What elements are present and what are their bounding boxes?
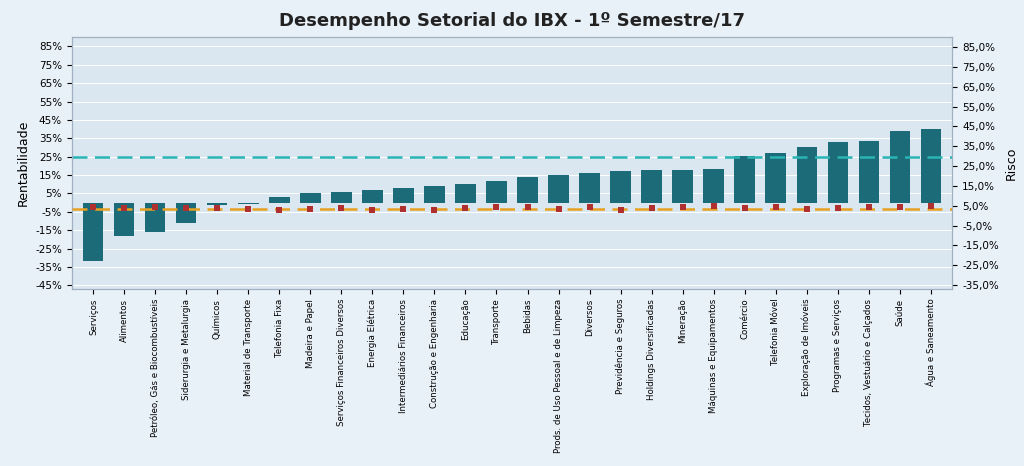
Bar	[580, 173, 600, 203]
Bar	[115, 203, 134, 236]
Bar	[269, 197, 290, 203]
Title: Desempenho Setorial do IBX - 1º Semestre/17: Desempenho Setorial do IBX - 1º Semestre…	[279, 12, 745, 30]
Bar	[424, 186, 444, 203]
Bar	[332, 192, 351, 203]
Bar	[673, 170, 692, 203]
Y-axis label: Risco: Risco	[1005, 146, 1018, 180]
Bar	[921, 129, 941, 203]
Bar	[176, 203, 197, 223]
Bar	[797, 147, 817, 203]
Bar	[734, 156, 755, 203]
Bar	[207, 203, 227, 206]
Bar	[456, 184, 475, 203]
Bar	[766, 153, 785, 203]
Bar	[703, 169, 724, 203]
Bar	[517, 177, 538, 203]
Bar	[890, 131, 909, 203]
Bar	[362, 190, 383, 203]
Bar	[393, 188, 414, 203]
Bar	[239, 203, 258, 204]
Bar	[145, 203, 166, 232]
Y-axis label: Rentabilidade: Rentabilidade	[16, 120, 30, 206]
Bar	[641, 171, 662, 203]
Bar	[827, 142, 848, 203]
Bar	[83, 203, 103, 261]
Bar	[300, 193, 321, 203]
Bar	[486, 181, 507, 203]
Bar	[610, 171, 631, 203]
Bar	[549, 175, 568, 203]
Bar	[858, 141, 879, 203]
